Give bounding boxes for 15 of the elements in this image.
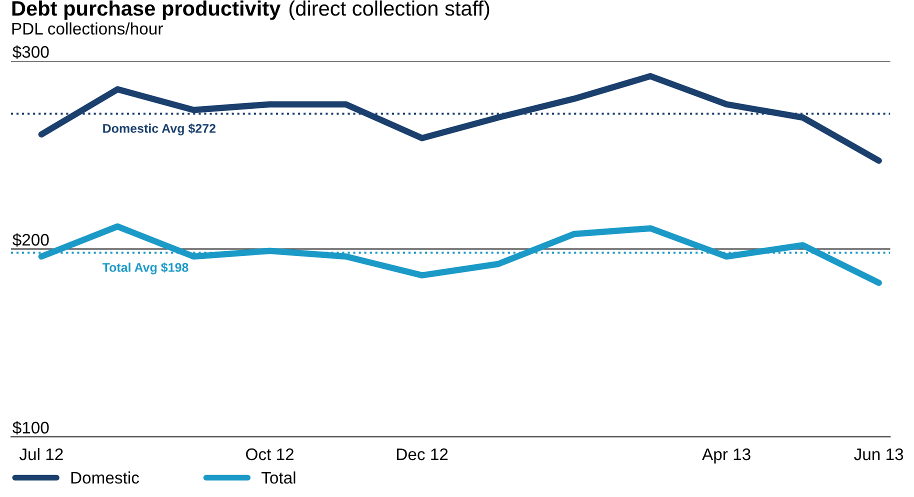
y-axis-title: PDL collections/hour <box>12 22 163 35</box>
y-tick-label: $200 <box>12 233 49 247</box>
ref-line-label: Domestic Avg $272 <box>103 123 216 136</box>
x-tick-label: Oct 12 <box>246 448 294 460</box>
y-tick-label: $300 <box>12 45 49 59</box>
legend-label: Total <box>261 471 296 484</box>
x-tick-label: Jun 13 <box>854 448 904 460</box>
ref-line-label: Total Avg $198 <box>102 262 188 274</box>
x-tick-label: Jul 12 <box>19 448 63 460</box>
chart-subtitle: (direct collection staff) <box>290 0 490 20</box>
x-tick-label: Apr 13 <box>702 448 750 464</box>
chart-title: Debt purchase productivity <box>12 0 281 20</box>
y-tick-label: $100 <box>12 421 49 435</box>
legend-label: Domestic <box>71 471 140 484</box>
x-tick-label: Dec 12 <box>397 448 448 460</box>
